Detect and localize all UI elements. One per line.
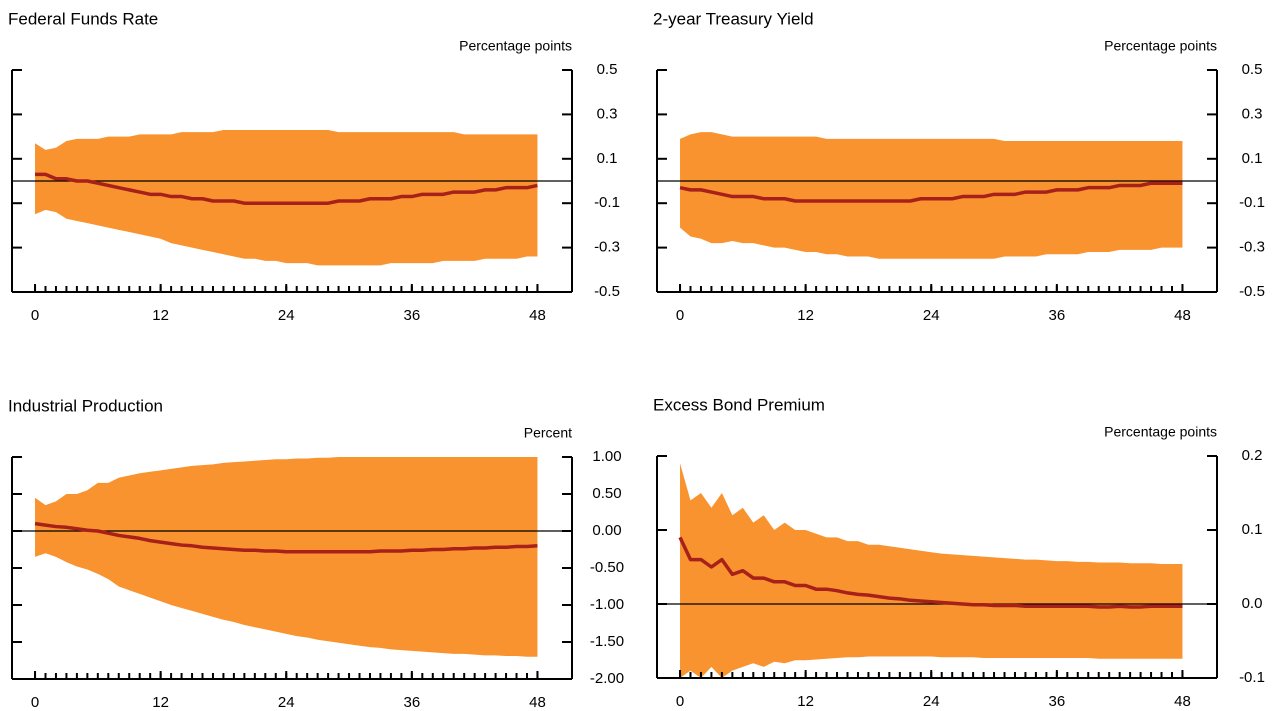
x-tick-label: 12 (152, 694, 169, 711)
y-tick-label: 0.00 (592, 522, 621, 539)
y-tick-label: -0.1 (594, 194, 620, 211)
panel-title: Industrial Production (8, 396, 163, 415)
x-tick-label: 36 (1049, 693, 1066, 710)
x-tick-label: 48 (1174, 307, 1191, 324)
y-tick-label: 0.50 (592, 485, 621, 502)
confidence-band (680, 132, 1183, 259)
panel-title: Excess Bond Premium (653, 395, 825, 414)
y-tick-label: 0.5 (597, 61, 618, 78)
panel: 2-year Treasury Yield Percentage points 0.… (653, 9, 1265, 323)
y-tick-label: 0.3 (597, 105, 618, 122)
y-tick-label: -0.5 (1239, 283, 1265, 300)
confidence-band (35, 457, 538, 657)
x-tick-label: 0 (676, 693, 684, 710)
y-tick-label: -0.1 (1239, 194, 1265, 211)
unit-label: Percentage points (1104, 38, 1217, 54)
y-tick-label: 0.1 (597, 150, 618, 167)
y-tick-label: 0.0 (1242, 595, 1263, 612)
panel: Industrial Production Percent 1.00 0.50 0.00… (8, 396, 624, 710)
median-line (34, 521, 538, 554)
y-tick-label: -2.00 (590, 670, 624, 687)
x-tick-label: 48 (529, 307, 546, 324)
confidence-band (680, 463, 1183, 678)
y-tick-label: 0.5 (1242, 61, 1263, 78)
panel-title: 2-year Treasury Yield (653, 9, 814, 28)
y-tick-label: -0.50 (590, 559, 624, 576)
x-tick-label: 0 (31, 307, 39, 324)
x-tick-label: 24 (278, 307, 295, 324)
confidence-band (35, 129, 538, 266)
median-line (679, 181, 1183, 203)
panel-title: Federal Funds Rate (8, 9, 158, 28)
y-tick-label: -0.3 (594, 239, 620, 256)
median-line (35, 172, 538, 205)
x-tick-label: 0 (31, 694, 39, 711)
x-tick-label: 12 (797, 693, 814, 710)
panel: Excess Bond Premium Percentage points 0.2 0… (653, 395, 1265, 709)
y-tick-label: -0.3 (1239, 239, 1265, 256)
x-tick-label: 24 (923, 307, 940, 324)
x-tick-label: 24 (278, 694, 295, 711)
y-tick-label: 0.1 (1242, 521, 1263, 538)
panel: Federal Funds Rate Percentage points 0.5 0.… (8, 9, 620, 323)
x-tick-label: 48 (529, 694, 546, 711)
x-tick-label: 36 (1049, 307, 1066, 324)
y-tick-label: -1.00 (590, 596, 624, 613)
unit-label: Percentage points (1104, 424, 1217, 440)
y-tick-label: -1.50 (590, 633, 624, 650)
x-tick-label: 12 (797, 307, 814, 324)
median-line (678, 536, 1183, 609)
y-tick-label: 0.2 (1242, 447, 1263, 464)
x-tick-label: 24 (923, 693, 940, 710)
y-tick-label: 0.1 (1242, 150, 1263, 167)
y-tick-label: 1.00 (592, 448, 621, 465)
x-tick-label: 48 (1174, 693, 1191, 710)
y-tick-label: -0.1 (1239, 669, 1265, 686)
unit-label: Percent (524, 425, 572, 441)
x-tick-label: 36 (404, 307, 421, 324)
unit-label: Percentage points (459, 38, 572, 54)
x-tick-label: 0 (676, 307, 684, 324)
y-tick-label: -0.5 (594, 283, 620, 300)
y-tick-label: 0.3 (1242, 105, 1263, 122)
x-tick-label: 36 (404, 694, 421, 711)
x-tick-label: 12 (152, 307, 169, 324)
